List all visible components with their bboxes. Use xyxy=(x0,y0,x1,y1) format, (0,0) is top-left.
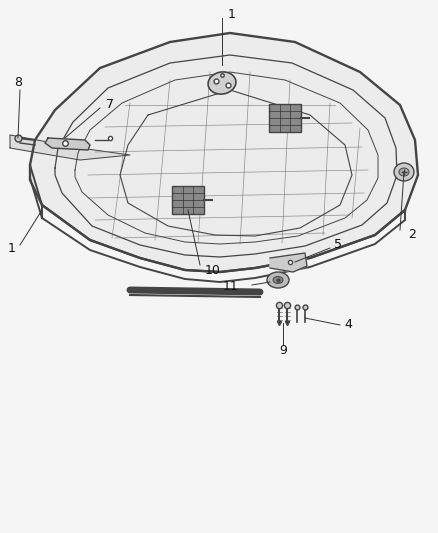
Text: 2: 2 xyxy=(408,228,416,240)
Text: 5: 5 xyxy=(334,238,342,252)
Polygon shape xyxy=(10,135,130,160)
Ellipse shape xyxy=(394,163,414,181)
Ellipse shape xyxy=(267,272,289,288)
Text: 10: 10 xyxy=(205,263,221,277)
Ellipse shape xyxy=(399,168,409,176)
Polygon shape xyxy=(45,138,90,150)
Text: 1: 1 xyxy=(8,241,16,254)
Text: 1: 1 xyxy=(228,9,236,21)
Polygon shape xyxy=(30,33,418,272)
Ellipse shape xyxy=(273,277,283,284)
Text: 9: 9 xyxy=(279,343,287,357)
Text: 11: 11 xyxy=(222,279,238,293)
Ellipse shape xyxy=(208,72,236,94)
Text: 7: 7 xyxy=(106,98,114,110)
Bar xyxy=(269,104,301,132)
Text: 4: 4 xyxy=(344,319,352,332)
Polygon shape xyxy=(270,253,307,272)
Text: 8: 8 xyxy=(14,77,22,90)
Bar xyxy=(172,186,204,214)
